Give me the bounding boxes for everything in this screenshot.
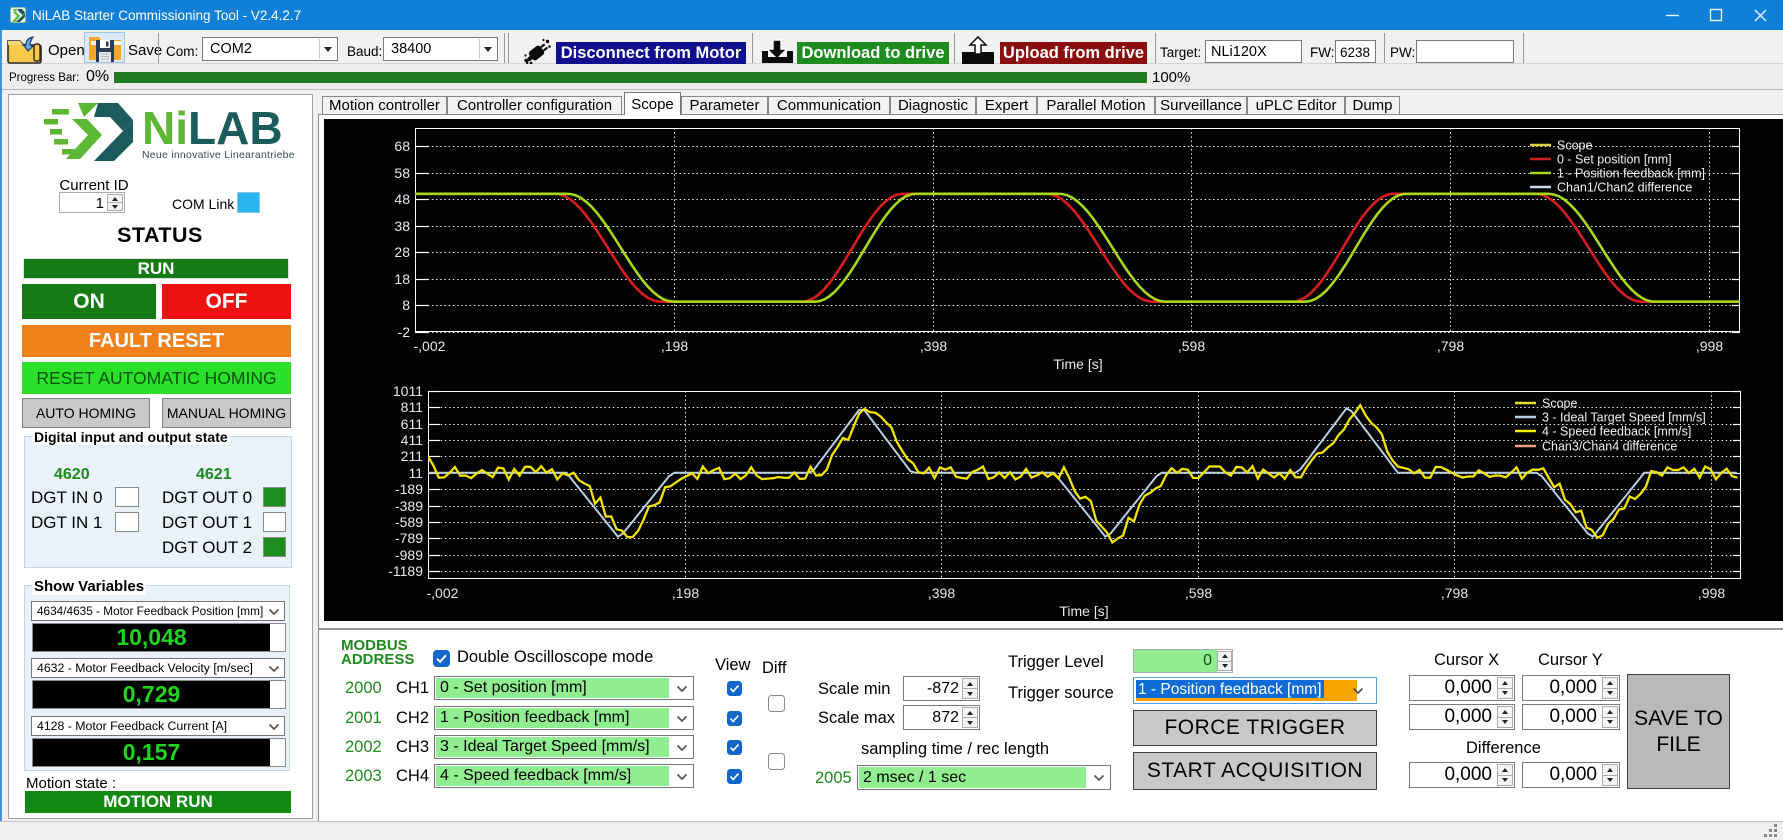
svg-text:Ni: Ni bbox=[142, 102, 188, 154]
svg-text:58: 58 bbox=[394, 165, 410, 181]
svg-text:18: 18 bbox=[394, 271, 410, 287]
svg-text:68: 68 bbox=[394, 138, 410, 154]
svg-text:,798: ,798 bbox=[1437, 338, 1464, 354]
svg-text:,198: ,198 bbox=[672, 585, 699, 601]
svg-text:4 - Speed feedback [mm/s]: 4 - Speed feedback [mm/s] bbox=[1542, 425, 1691, 439]
svg-text:-1189: -1189 bbox=[388, 563, 423, 579]
svg-text:-189: -189 bbox=[395, 481, 423, 497]
svg-text:811: 811 bbox=[401, 399, 424, 415]
svg-text:,998: ,998 bbox=[1696, 338, 1723, 354]
svg-text:Time [s]: Time [s] bbox=[1059, 603, 1108, 619]
svg-text:,798: ,798 bbox=[1441, 585, 1468, 601]
svg-text:Chan1/Chan2 difference: Chan1/Chan2 difference bbox=[1557, 181, 1692, 195]
svg-text:-2: -2 bbox=[398, 324, 411, 340]
svg-text:Chan3/Chan4 difference: Chan3/Chan4 difference bbox=[1542, 440, 1677, 454]
svg-text:28: 28 bbox=[394, 244, 410, 260]
svg-text:1 - Position feedback [mm]: 1 - Position feedback [mm] bbox=[1557, 167, 1705, 181]
svg-text:38: 38 bbox=[394, 218, 410, 234]
svg-text:Scope: Scope bbox=[1542, 397, 1577, 411]
svg-text:8: 8 bbox=[402, 297, 410, 313]
svg-text:Time [s]: Time [s] bbox=[1053, 356, 1102, 372]
svg-text:11: 11 bbox=[408, 465, 423, 481]
svg-text:-789: -789 bbox=[395, 530, 423, 546]
svg-text:,398: ,398 bbox=[920, 338, 947, 354]
svg-text:-989: -989 bbox=[395, 547, 423, 563]
svg-text:,398: ,398 bbox=[928, 585, 955, 601]
svg-text:,198: ,198 bbox=[661, 338, 688, 354]
svg-text:,998: ,998 bbox=[1698, 585, 1725, 601]
svg-text:411: 411 bbox=[401, 432, 424, 448]
svg-text:-,002: -,002 bbox=[427, 585, 459, 601]
svg-text:0 - Set position [mm]: 0 - Set position [mm] bbox=[1557, 153, 1672, 167]
svg-text:611: 611 bbox=[401, 416, 424, 432]
svg-text:LAB: LAB bbox=[188, 102, 283, 154]
svg-text:3 - Ideal Target Speed [mm/s]: 3 - Ideal Target Speed [mm/s] bbox=[1542, 411, 1706, 425]
svg-text:-,002: -,002 bbox=[414, 338, 446, 354]
svg-text:-389: -389 bbox=[395, 498, 423, 514]
svg-text:-589: -589 bbox=[395, 514, 423, 530]
svg-text:,598: ,598 bbox=[1185, 585, 1212, 601]
svg-text:,598: ,598 bbox=[1178, 338, 1205, 354]
svg-text:Neue innovative Linearantriebe: Neue innovative Linearantriebe bbox=[142, 150, 295, 161]
svg-text:1011: 1011 bbox=[393, 383, 423, 399]
svg-text:48: 48 bbox=[394, 191, 410, 207]
svg-text:Scope: Scope bbox=[1557, 139, 1592, 153]
svg-text:211: 211 bbox=[401, 448, 424, 464]
